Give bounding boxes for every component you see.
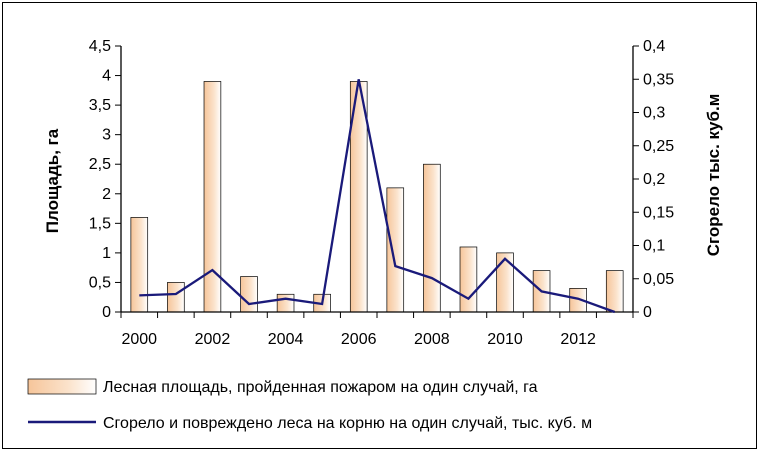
y-left-tick-label: 4,5 [89, 38, 111, 55]
bar [423, 163, 441, 313]
y-left-tick-label: 2,5 [89, 156, 111, 173]
bar [130, 217, 149, 313]
x-tick-label: 2010 [487, 331, 523, 348]
x-tick-label: 2006 [341, 331, 377, 348]
x-tick-label: 2012 [560, 331, 596, 348]
y-right-tick-label: 0,4 [643, 38, 665, 55]
bar [459, 246, 478, 313]
y-left-tick-label: 2 [102, 186, 111, 203]
x-tick-label: 2002 [195, 331, 231, 348]
y-left-tick-label: 3 [102, 127, 111, 144]
legend-bar-label: Лесная площадь, пройденная пожаром на од… [103, 379, 538, 396]
y-left-tick-label: 0,5 [89, 274, 111, 291]
y-left-tick-label: 1,5 [89, 215, 111, 232]
y-axis-right-label: Сгорело тыс. куб.м [704, 94, 723, 257]
bar [605, 270, 624, 313]
x-tick-label: 2000 [121, 331, 157, 348]
x-tick-label: 2008 [414, 331, 450, 348]
y-left-tick-label: 4 [102, 68, 111, 85]
y-right-tick-label: 0,25 [643, 138, 674, 155]
chart: 0 0,5 1 1,5 2 2,5 3 3,5 4 4,5 0 0,05 0,1 0,15 0,2 0,25 0… [27, 38, 723, 432]
bar [203, 81, 222, 313]
y-left-tick-label: 1 [102, 245, 111, 262]
bar [240, 276, 258, 313]
bar [386, 187, 405, 313]
line-series [139, 79, 616, 314]
bar [496, 252, 514, 313]
legend-bar-swatch [27, 378, 97, 395]
y-left-tick-label: 3,5 [89, 97, 111, 114]
y-right-tick-label: 0,15 [643, 204, 674, 221]
chart-frame: 0 0,5 1 1,5 2 2,5 3 3,5 4 4,5 0 0,05 0,1 0,15 0,2 0,25 0… [2, 2, 757, 449]
y-right-tick-label: 0,1 [643, 238, 665, 255]
y-axis-left-label: Площадь, га [43, 128, 62, 233]
y-right-tick-label: 0 [643, 304, 652, 321]
axes: 0 0,5 1 1,5 2 2,5 3 3,5 4 4,5 0 0,05 0,1 0,15 0,2 0,25 0… [89, 38, 674, 348]
y-right-tick-label: 0,35 [643, 71, 674, 88]
bar-series [130, 81, 624, 313]
y-right-tick-label: 0,3 [643, 105, 665, 122]
y-left-tick-label: 0 [102, 304, 111, 321]
y-right-tick-label: 0,05 [643, 271, 674, 288]
line-series-path [139, 79, 616, 314]
legend: Лесная площадь, пройденная пожаром на од… [27, 378, 592, 432]
legend-line-label: Сгорело и повреждено леса на корню на од… [103, 415, 592, 432]
x-tick-label: 2004 [268, 331, 304, 348]
bar [167, 282, 185, 313]
bar [276, 293, 295, 313]
y-right-tick-label: 0,2 [643, 171, 665, 188]
